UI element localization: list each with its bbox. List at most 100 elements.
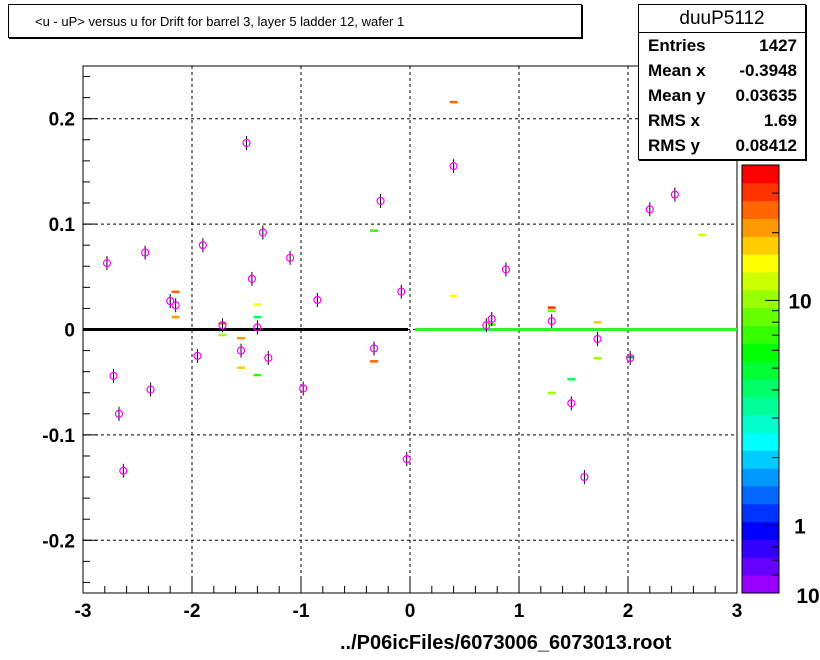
x-tick-label: -2 <box>184 601 201 622</box>
histogram-cell <box>370 229 379 232</box>
profile-point <box>376 196 385 206</box>
chart-title: <u - uP> versus u for Drift for barrel 3… <box>8 4 582 38</box>
profile-point <box>593 334 602 344</box>
palette-swatch <box>742 396 779 416</box>
profile-point <box>547 316 556 326</box>
histogram-cell <box>547 309 556 313</box>
profile-point <box>198 241 207 250</box>
palette-swatch <box>742 200 779 219</box>
profile-point <box>580 472 589 482</box>
stats-value: 1.69 <box>763 111 797 130</box>
color-palette: 1 10 10 <box>741 164 820 608</box>
histogram-cell <box>449 294 458 298</box>
histogram-cell <box>218 333 227 337</box>
profile-point <box>369 344 379 353</box>
histogram-cell <box>593 321 602 324</box>
palette-tick-label: 10 <box>788 290 811 313</box>
profile-point <box>299 384 308 393</box>
x-axis-title: ../P06icFiles/6073006_6073013.root <box>340 632 672 654</box>
profile-point <box>286 253 295 262</box>
profile-point <box>258 228 267 237</box>
palette-swatch <box>742 557 779 576</box>
palette-swatch <box>742 182 779 202</box>
palette-swatch <box>742 575 779 594</box>
axes: -3 -2 -1 0 1 2 3 -0.2 -0.1 0 0.1 0.2 <box>42 76 743 622</box>
stats-box: duuP5112 Entries 1427 Mean x -0.3948 Mea… <box>638 4 806 160</box>
palette-swatch <box>742 307 779 326</box>
stats-row-mean-y: Mean y 0.03635 <box>639 83 805 108</box>
stats-label: Mean y <box>648 86 706 105</box>
histogram-cell <box>370 360 379 363</box>
palette-swatch <box>742 165 779 184</box>
histogram-cell <box>253 315 262 319</box>
profile-point <box>119 466 128 475</box>
histogram-cell <box>593 356 602 360</box>
histogram-cell <box>253 303 262 306</box>
profile-point <box>166 296 175 306</box>
palette-swatch <box>742 432 779 451</box>
stats-row-mean-x: Mean x -0.3948 <box>639 58 805 83</box>
stats-label: Entries <box>648 36 706 55</box>
histogram-cell <box>698 233 707 237</box>
profile-point <box>487 314 496 324</box>
palette-swatch <box>742 236 779 255</box>
stats-value: 0.03635 <box>735 86 797 105</box>
palette-swatch <box>742 254 779 273</box>
palette-swatch <box>742 503 779 523</box>
histogram-cell <box>547 306 556 309</box>
palette-swatch <box>742 539 779 558</box>
profile-point <box>114 409 124 418</box>
y-tick-label: 0.1 <box>49 215 76 236</box>
stats-label: Mean x <box>648 61 706 80</box>
stats-name: duuP5112 <box>639 5 805 33</box>
profile-point <box>109 371 118 380</box>
profile-point <box>501 265 511 274</box>
profile-point <box>253 323 262 332</box>
stats-label: RMS y <box>648 136 700 155</box>
palette-swatch <box>742 218 779 237</box>
profile-point <box>626 353 635 363</box>
palette-swatch <box>742 521 779 540</box>
stats-row-rms-y: RMS y 0.08412 <box>639 133 805 158</box>
stats-value: 1427 <box>759 36 797 55</box>
stats-value: -0.3948 <box>739 61 797 80</box>
x-tick-label: 3 <box>732 601 743 622</box>
palette-tick-label: 1 <box>794 515 806 538</box>
profile-point <box>218 321 227 330</box>
palette-swatch <box>742 361 779 380</box>
profile-point <box>449 162 458 171</box>
profile-point <box>313 295 322 305</box>
profile-point <box>171 301 180 310</box>
histogram-cells <box>171 100 707 395</box>
histogram-cell <box>567 378 576 381</box>
profile-point <box>247 274 257 284</box>
profile-point <box>645 205 654 214</box>
y-tick-label: 0.2 <box>49 110 75 131</box>
palette-bottom-label: 10 <box>796 585 819 608</box>
x-tick-label: 1 <box>514 601 525 622</box>
histogram-cell <box>237 366 246 369</box>
palette-swatch <box>742 272 779 291</box>
stats-label: RMS x <box>648 111 700 130</box>
palette-swatch <box>742 486 779 505</box>
histogram-cell <box>237 336 246 340</box>
palette-swatch <box>742 450 779 469</box>
profile-point <box>193 351 202 360</box>
palette-swatch <box>742 468 779 487</box>
profile-point <box>402 455 411 464</box>
profile-points <box>102 135 707 485</box>
profile-point <box>482 321 491 330</box>
profile-point <box>146 385 155 394</box>
stats-value: 0.08412 <box>735 136 797 155</box>
y-tick-label: -0.2 <box>42 531 75 552</box>
palette-frame <box>741 164 780 594</box>
stats-row-entries: Entries 1427 <box>639 33 805 58</box>
profile-point <box>670 190 679 199</box>
stats-row-rms-x: RMS x 1.69 <box>639 108 805 133</box>
x-tick-label: 2 <box>623 601 634 622</box>
palette-swatch <box>742 325 779 344</box>
histogram-cell <box>171 290 180 294</box>
palette-swatch <box>742 343 779 362</box>
profile-point <box>397 287 406 296</box>
